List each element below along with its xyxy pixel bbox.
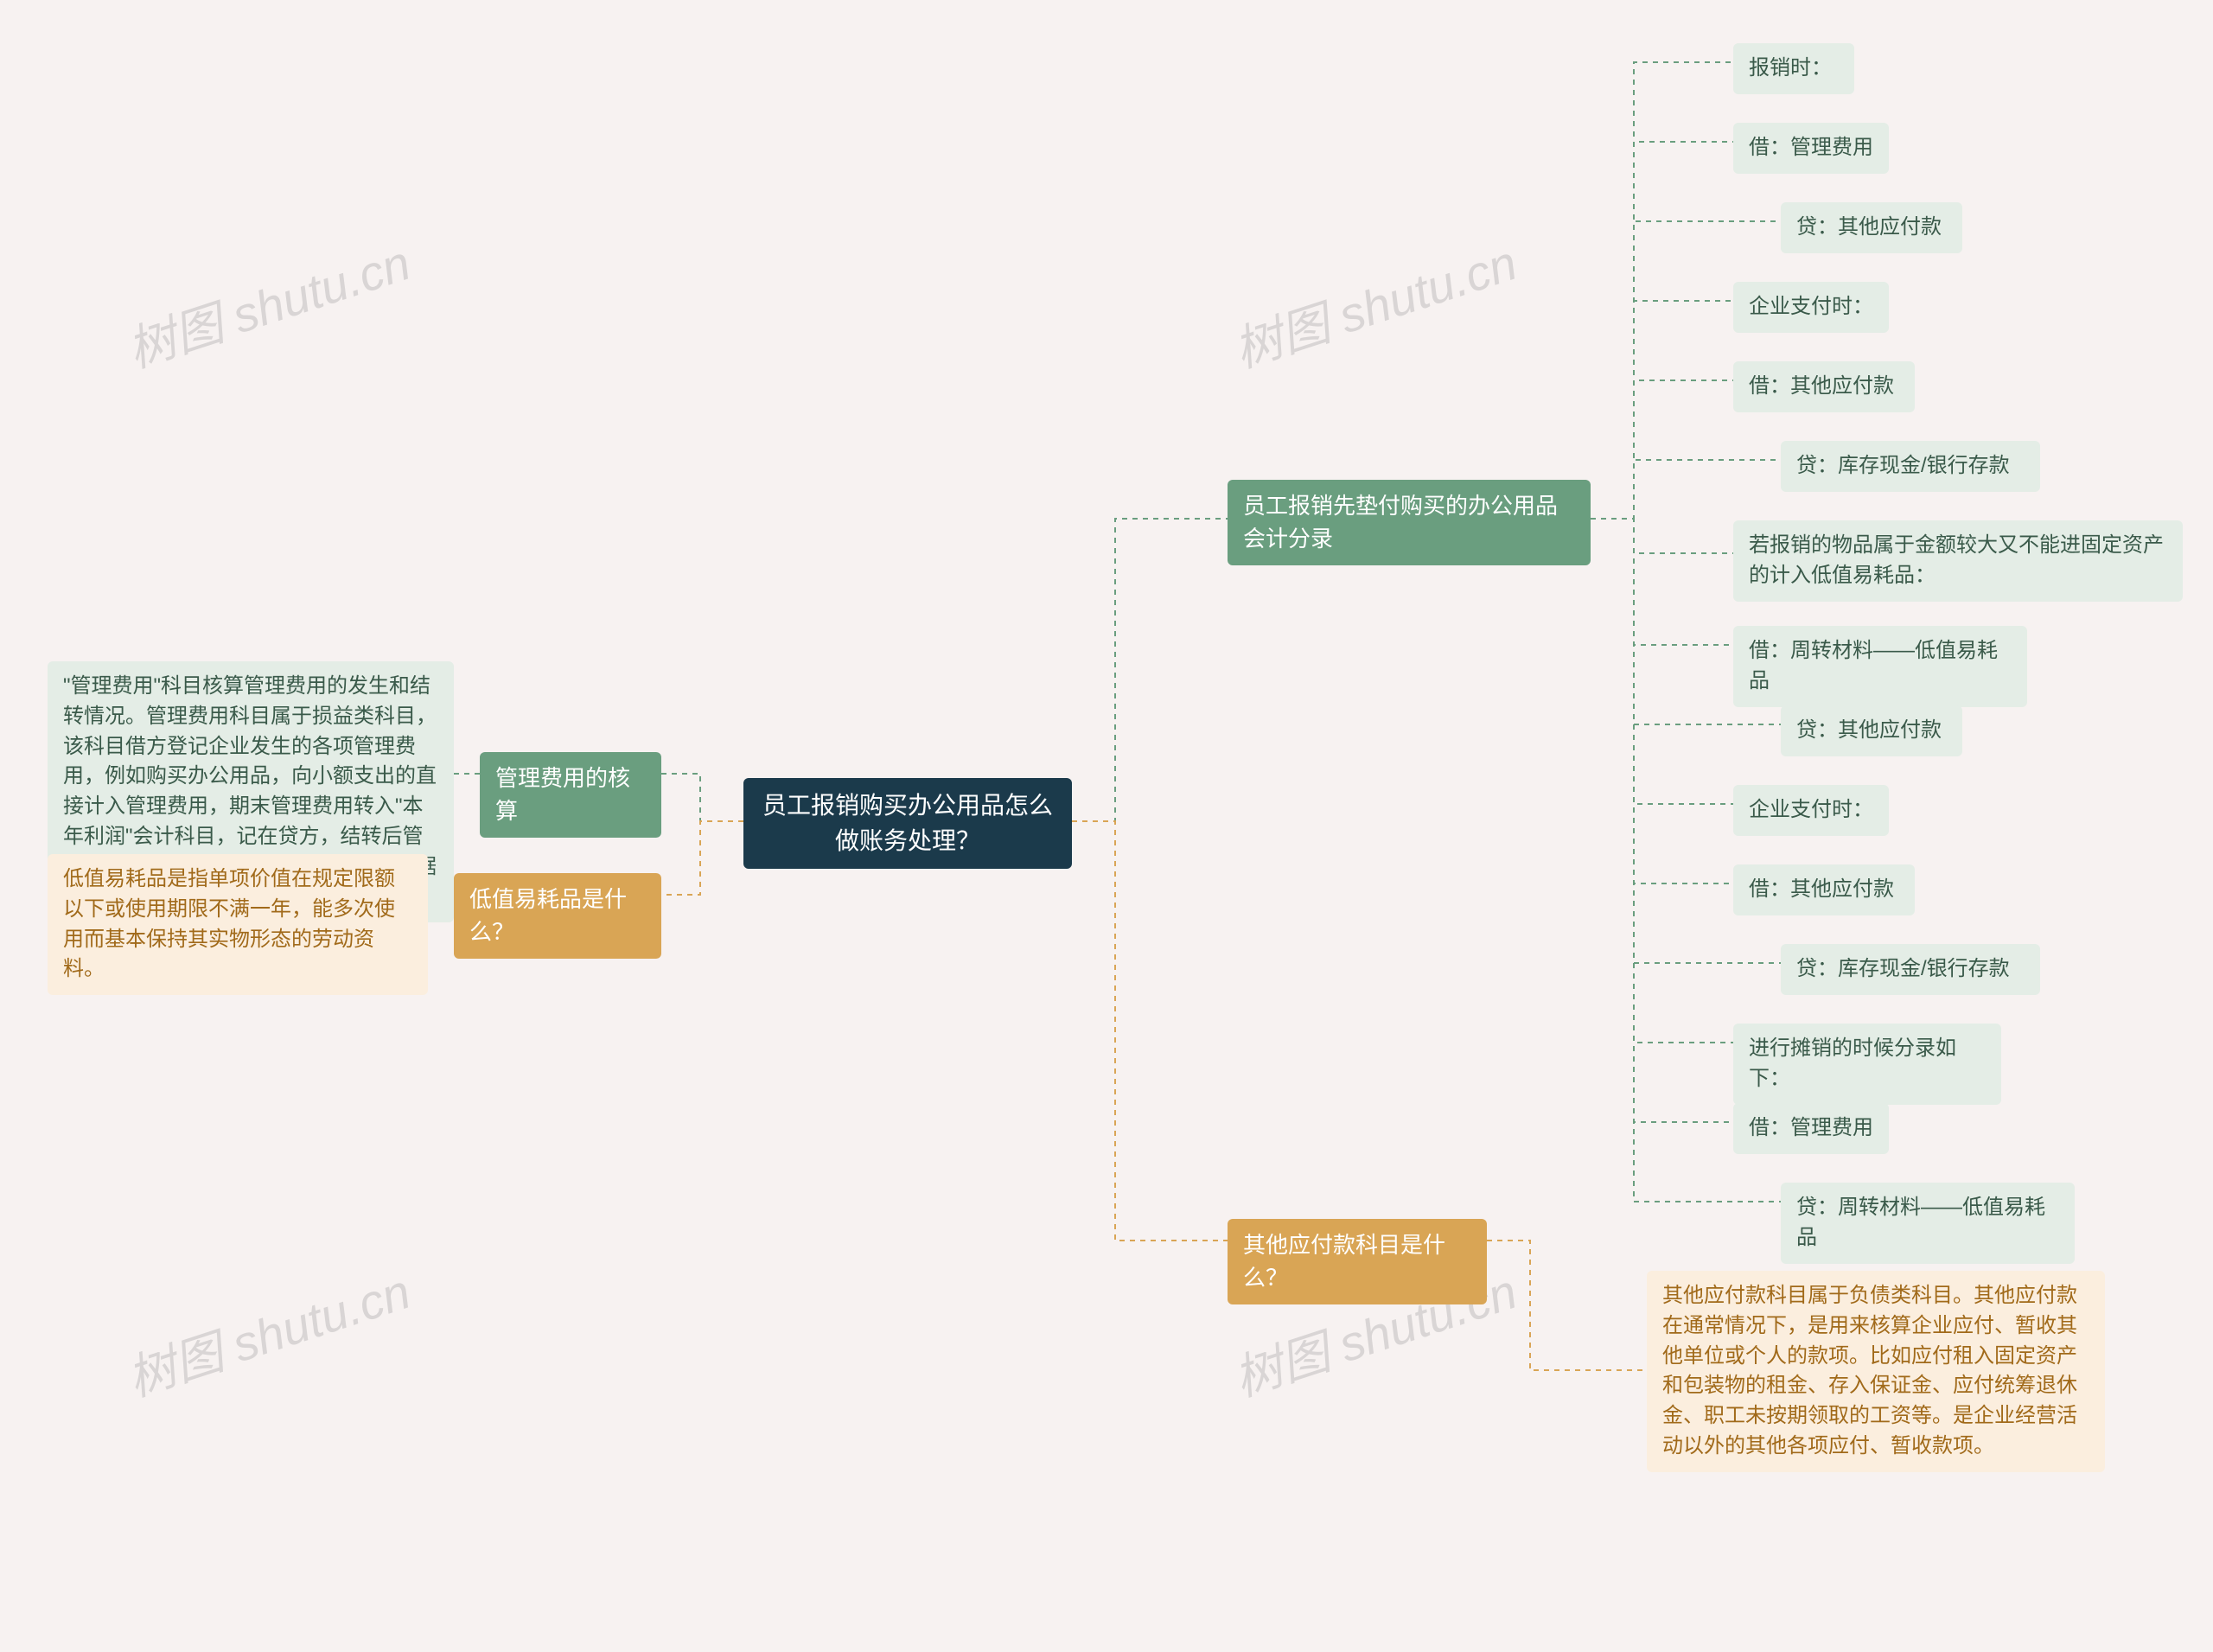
edge-b1-l7 xyxy=(1591,519,1733,553)
edge-b1-l5 xyxy=(1591,380,1733,519)
mindmap-node-l5[interactable]: 借：其他应付款 xyxy=(1733,361,1915,412)
watermark: 树图 shutu.cn xyxy=(118,225,418,382)
node-label: 低值易耗品是指单项价值在规定限额以下或使用期限不满一年，能多次使用而基本保持其实… xyxy=(63,864,412,985)
edge-b1-l1 xyxy=(1591,62,1733,519)
node-label: 管理费用的核算 xyxy=(495,762,646,827)
edge-b1-l11 xyxy=(1591,519,1733,883)
mindmap-node-l_b2[interactable]: 其他应付款科目属于负债类科目。其他应付款在通常情况下，是用来核算企业应付、暂收其… xyxy=(1647,1271,2105,1472)
edge-root-b1 xyxy=(1072,519,1228,821)
mindmap-node-l3[interactable]: 贷：其他应付款 xyxy=(1781,202,1962,253)
edge-b1-l14 xyxy=(1591,519,1733,1122)
mindmap-node-l_b4[interactable]: 低值易耗品是指单项价值在规定限额以下或使用期限不满一年，能多次使用而基本保持其实… xyxy=(48,854,428,995)
node-label: 借：周转材料——低值易耗品 xyxy=(1749,636,2012,697)
mindmap-node-l1[interactable]: 报销时： xyxy=(1733,43,1854,94)
node-label: 报销时： xyxy=(1749,54,1832,84)
mindmap-node-l10[interactable]: 企业支付时： xyxy=(1733,785,1889,836)
mindmap-node-l2[interactable]: 借：管理费用 xyxy=(1733,123,1889,174)
mindmap-node-l14[interactable]: 借：管理费用 xyxy=(1733,1103,1889,1154)
mindmap-node-l8[interactable]: 借：周转材料——低值易耗品 xyxy=(1733,626,2027,707)
edge-b1-l6 xyxy=(1591,460,1781,519)
edge-b1-l10 xyxy=(1591,519,1733,804)
mindmap-node-l9[interactable]: 贷：其他应付款 xyxy=(1781,705,1962,756)
mindmap-node-l12[interactable]: 贷：库存现金/银行存款 xyxy=(1781,944,2040,995)
node-label: 进行摊销的时候分录如下： xyxy=(1749,1034,1986,1094)
watermark: 树图 shutu.cn xyxy=(118,1253,418,1411)
node-label: 贷：周转材料——低值易耗品 xyxy=(1796,1193,2059,1253)
edge-b1-l8 xyxy=(1591,519,1733,645)
node-label: 低值易耗品是什么？ xyxy=(469,883,646,948)
node-label: 其他应付款科目是什么？ xyxy=(1243,1229,1471,1294)
mindmap-node-l7[interactable]: 若报销的物品属于金额较大又不能进固定资产的计入低值易耗品： xyxy=(1733,520,2183,602)
node-label: 贷：库存现金/银行存款 xyxy=(1796,451,2010,482)
mindmap-node-l4[interactable]: 企业支付时： xyxy=(1733,282,1889,333)
node-label: 其他应付款科目属于负债类科目。其他应付款在通常情况下，是用来核算企业应付、暂收其… xyxy=(1662,1281,2089,1462)
mindmap-node-b1[interactable]: 员工报销先垫付购买的办公用品会计分录 xyxy=(1228,480,1591,565)
edge-root-b4 xyxy=(661,821,743,895)
node-label: 员工报销先垫付购买的办公用品会计分录 xyxy=(1243,490,1575,555)
edge-b2-l_b2 xyxy=(1487,1241,1647,1370)
node-label: 员工报销购买办公用品怎么做账务处理？ xyxy=(759,788,1056,858)
node-label: 贷：其他应付款 xyxy=(1796,213,1942,243)
mindmap-node-l15[interactable]: 贷：周转材料——低值易耗品 xyxy=(1781,1183,2075,1264)
edge-b1-l2 xyxy=(1591,142,1733,519)
watermark: 树图 shutu.cn xyxy=(1224,225,1525,382)
mindmap-node-b2[interactable]: 其他应付款科目是什么？ xyxy=(1228,1219,1487,1304)
mindmap-node-l11[interactable]: 借：其他应付款 xyxy=(1733,864,1915,915)
node-label: 若报销的物品属于金额较大又不能进固定资产的计入低值易耗品： xyxy=(1749,531,2167,591)
edge-b1-l4 xyxy=(1591,301,1733,519)
mindmap-node-b3[interactable]: 管理费用的核算 xyxy=(480,752,661,838)
mindmap-node-b4[interactable]: 低值易耗品是什么？ xyxy=(454,873,661,959)
node-label: 贷：其他应付款 xyxy=(1796,716,1942,746)
mindmap-node-l13[interactable]: 进行摊销的时候分录如下： xyxy=(1733,1024,2001,1105)
edge-root-b3 xyxy=(661,774,743,821)
mindmap-node-l6[interactable]: 贷：库存现金/银行存款 xyxy=(1781,441,2040,492)
edge-b1-l13 xyxy=(1591,519,1733,1043)
node-label: 借：管理费用 xyxy=(1749,1113,1873,1144)
edge-root-b2 xyxy=(1072,821,1228,1241)
node-label: 企业支付时： xyxy=(1749,795,1873,826)
node-label: 借：管理费用 xyxy=(1749,133,1873,163)
mindmap-node-root[interactable]: 员工报销购买办公用品怎么做账务处理？ xyxy=(743,778,1072,869)
node-label: 贷：库存现金/银行存款 xyxy=(1796,954,2010,985)
node-label: 企业支付时： xyxy=(1749,292,1873,322)
node-label: 借：其他应付款 xyxy=(1749,875,1894,905)
node-label: 借：其他应付款 xyxy=(1749,372,1894,402)
